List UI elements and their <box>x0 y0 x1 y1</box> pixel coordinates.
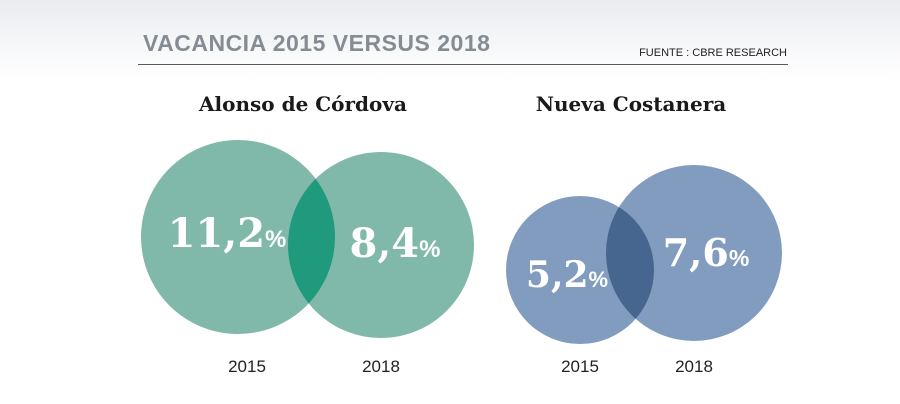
value-number-2015-nueva: 5,2 <box>526 254 589 296</box>
value-label-2015-nueva: 5,2% <box>526 254 608 296</box>
chart-title-nueva-costanera: Nueva Costanera <box>536 92 727 116</box>
value-label-2018-alonso: 8,4% <box>350 220 441 267</box>
venn-nueva-costanera: Nueva Costanera 5,2% 7,6% 2015 2018 <box>506 92 782 376</box>
year-label-2018-nueva: 2018 <box>675 357 713 376</box>
circle-2018-nueva <box>606 165 782 341</box>
circle-2015-alonso <box>141 140 335 334</box>
chart-title-alonso-de-cordova: Alonso de Córdova <box>198 92 407 116</box>
percent-sign: % <box>589 267 609 292</box>
percent-sign: % <box>265 226 286 253</box>
infographic-title: VACANCIA 2015 VERSUS 2018 <box>143 30 491 56</box>
title-divider <box>138 64 788 65</box>
value-number-2018-alonso: 8,4 <box>350 220 420 267</box>
percent-sign: % <box>419 236 440 263</box>
value-label-2018-nueva: 7,6% <box>663 230 750 275</box>
venn-alonso-de-cordova: Alonso de Córdova 11,2% 8,4% 2015 2018 <box>141 92 474 376</box>
percent-sign: % <box>729 245 749 271</box>
year-label-2015-alonso: 2015 <box>228 357 266 376</box>
year-label-2018-alonso: 2018 <box>362 357 400 376</box>
year-label-2015-nueva: 2015 <box>561 357 599 376</box>
circle-2018-alonso <box>288 152 474 338</box>
value-number-2018-nueva: 7,6 <box>663 230 729 275</box>
source-note: FUENTE : CBRE RESEARCH <box>639 47 787 59</box>
value-number-2015-alonso: 11,2 <box>168 210 265 257</box>
value-label-2015-alonso: 11,2% <box>168 210 287 257</box>
